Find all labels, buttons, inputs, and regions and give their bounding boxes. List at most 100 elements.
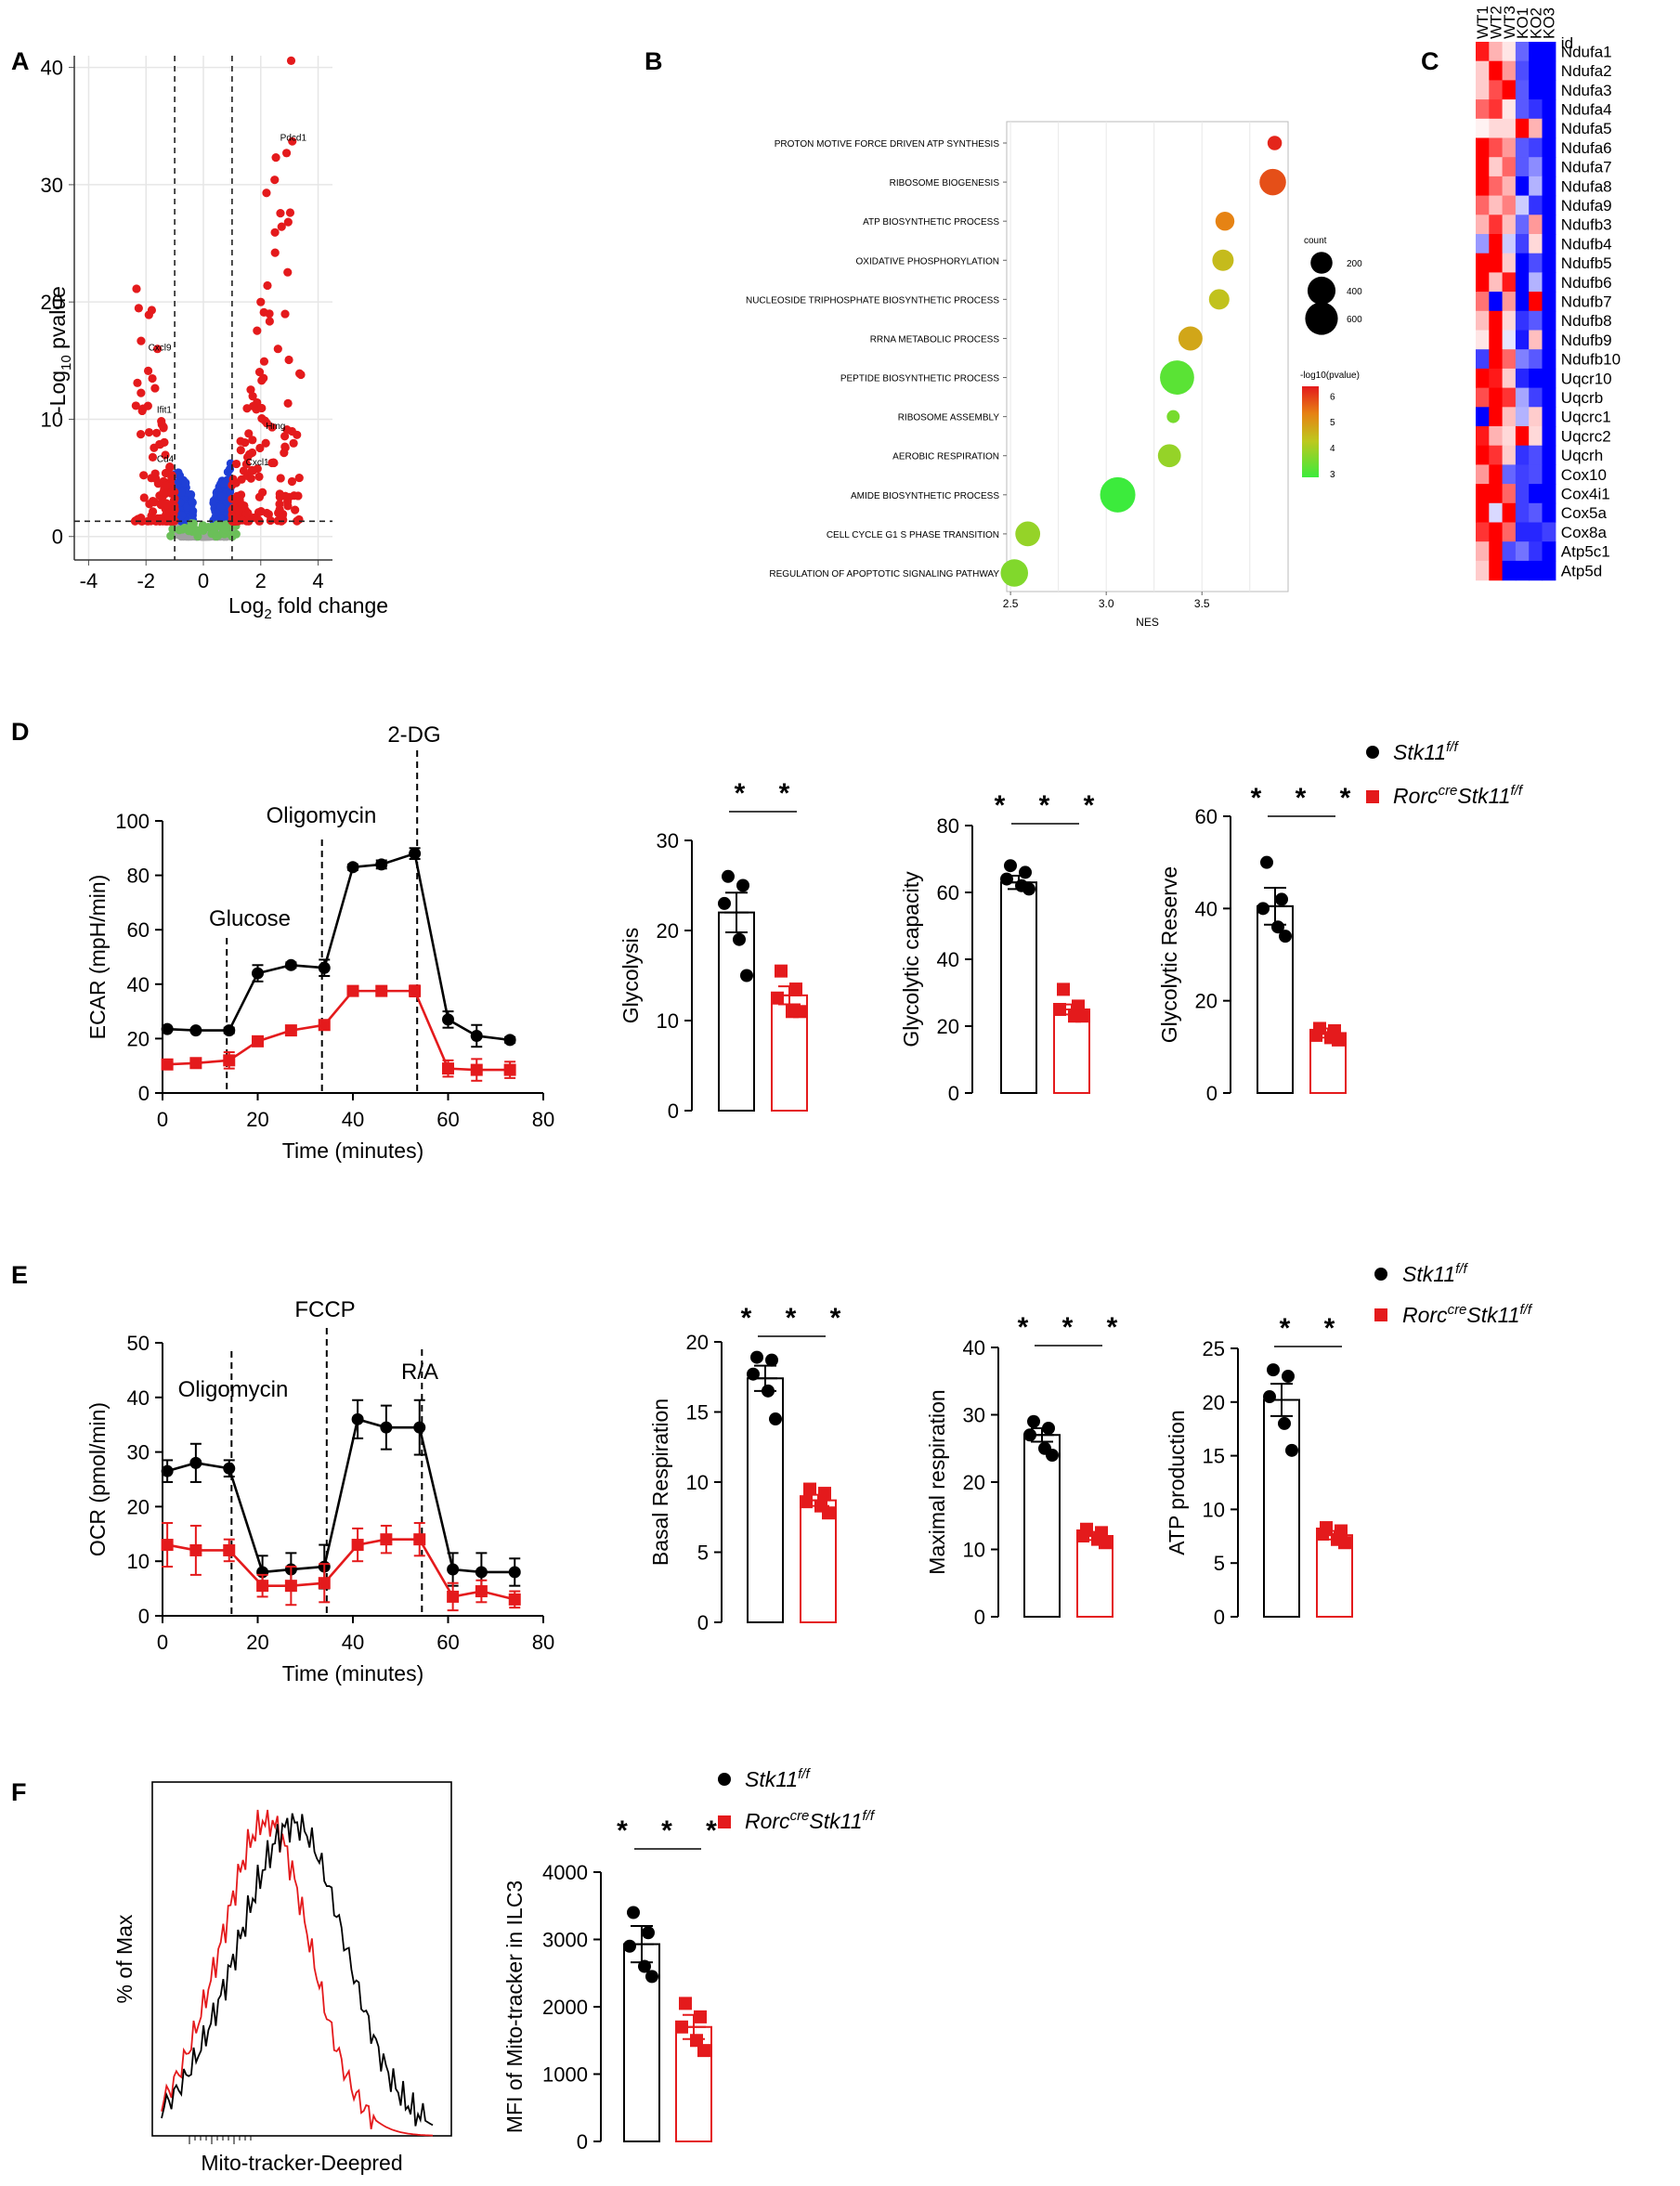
heatmap-cell (1529, 368, 1543, 389)
heatmap-cell (1476, 176, 1490, 197)
g-ecar-y-tick-label: 60 (127, 918, 150, 942)
heatmap-cell (1489, 522, 1504, 542)
gsea-dot (1100, 476, 1136, 513)
gsea-color-legend-label: 4 (1330, 444, 1335, 454)
heatmap-row-label: Ndufb8 (1561, 312, 1612, 330)
glyco_reserve-y-tick-label: 40 (1195, 897, 1218, 920)
histogram-xlabel: Mito-tracker-Deepred (201, 2151, 402, 2175)
heatmap-cell (1502, 407, 1517, 427)
heatmap-row-label: Ndufb5 (1561, 254, 1612, 272)
gsea-plot-area (1006, 121, 1289, 592)
heatmap-cell (1502, 234, 1517, 254)
heatmap-cell (1542, 522, 1556, 542)
volcano-point (155, 440, 165, 449)
volcano-point (247, 448, 257, 458)
volcano-point (132, 284, 141, 293)
heatmap-cell (1529, 484, 1543, 504)
mfi-ylabel: MFI of Mito-tracker in ILC3 (502, 1880, 527, 2133)
g-ocr-point-wt (508, 1566, 521, 1579)
volcano-x-tick-label: 0 (198, 569, 209, 592)
max_resp-point-wt (1046, 1449, 1059, 1462)
volcano-point (283, 501, 293, 511)
volcano-x-tick-label: 2 (255, 569, 267, 592)
volcano-x-tick-label: -2 (137, 569, 155, 592)
g-ecar-point-ko (284, 1024, 297, 1037)
volcano-point (284, 355, 293, 365)
volcano-point (131, 401, 140, 410)
gsea-color-legend-title: -log10(pvalue) (1300, 371, 1360, 381)
heatmap-cell (1502, 560, 1517, 581)
volcano-point (162, 481, 171, 490)
volcano-point (231, 459, 241, 469)
legend-e-ko-label: RorccreStk11f/f (1402, 1302, 1533, 1327)
glycolysis-point-wt (740, 969, 753, 982)
heatmap-row-label: Uqcrc2 (1561, 427, 1611, 445)
g-ecar-point-ko (442, 1062, 454, 1075)
heatmap-cell (1542, 407, 1556, 427)
heatmap-row-label: Ndufb4 (1561, 235, 1612, 253)
glyco_reserve-y-tick-label: 0 (1206, 1082, 1218, 1105)
volcano-point (230, 516, 240, 526)
volcano-point (212, 508, 221, 517)
g-ocr-y-tick-label: 20 (127, 1495, 150, 1518)
volcano-point (277, 222, 286, 231)
g-ecar-injection-label: Oligomycin (267, 803, 377, 828)
glyco_reserve-point-wt (1279, 930, 1292, 943)
glyco_capacity-y-tick-label: 60 (937, 881, 959, 904)
gsea-term-label: RIBOSOME ASSEMBLY (898, 413, 1000, 423)
heatmap-cell (1529, 99, 1543, 120)
heatmap-cell (1542, 541, 1556, 562)
volcano-point (159, 488, 168, 497)
heatmap-cell (1529, 253, 1543, 273)
volcano-point (257, 376, 267, 385)
atp_prod-y-tick-label: 20 (1203, 1391, 1225, 1414)
volcano-point (255, 443, 265, 453)
atp_prod-y-tick-label: 15 (1203, 1445, 1225, 1468)
heatmap-cell (1476, 80, 1490, 100)
gsea-term-label: CELL CYCLE G1 S PHASE TRANSITION (827, 530, 999, 540)
g-ecar-point-ko (470, 1063, 483, 1076)
g-ocr-point-wt (223, 1462, 236, 1475)
gsea-dot (1267, 136, 1283, 150)
bar-charts: 0 10 20 30 Glycolysis * * 0 20 40 60 80 Glycolytic … (502, 778, 1353, 2153)
heatmap-cell (1489, 234, 1504, 254)
heatmap-cell (1489, 292, 1504, 312)
heatmap-cell (1476, 137, 1490, 158)
volcano-point (289, 438, 298, 448)
heatmap-cell (1515, 195, 1530, 215)
volcano-point (275, 489, 284, 499)
heatmap-cell (1529, 137, 1543, 158)
gsea-size-legend-dot (1307, 276, 1336, 306)
heatmap-cell (1489, 215, 1504, 235)
heatmap-cell (1489, 407, 1504, 427)
g-ocr-point-ko (318, 1577, 331, 1590)
volcano-point (162, 499, 171, 508)
legend-f-ko-marker (718, 1815, 731, 1828)
g-ecar-point-ko (503, 1063, 516, 1076)
heatmap-row-label: Cox5a (1561, 504, 1608, 522)
glyco_reserve-ylabel: Glycolytic Reserve (1157, 866, 1181, 1043)
basal_resp-y-tick-label: 0 (697, 1611, 709, 1634)
heatmap-cell (1515, 464, 1530, 485)
max_resp-y-tick-label: 10 (963, 1539, 985, 1562)
g-ocr-point-ko (256, 1580, 269, 1593)
heatmap-row-label: Ndufa1 (1561, 43, 1612, 60)
heatmap-cell (1502, 464, 1517, 485)
atp_prod-y-tick-label: 5 (1214, 1552, 1225, 1575)
glycolysis-point-wt (736, 878, 749, 892)
heatmap-cell (1529, 234, 1543, 254)
g-ecar-point-wt (470, 1029, 483, 1042)
heatmap-cell (1515, 387, 1530, 408)
heatmap-cell (1529, 560, 1543, 581)
g-ecar-y-tick-label: 100 (115, 810, 150, 833)
volcano-point (166, 531, 176, 540)
heatmap-cell (1476, 387, 1490, 408)
volcano-point (254, 472, 264, 482)
volcano-point (228, 475, 238, 484)
volcano-point (170, 488, 179, 497)
heatmap-cell (1542, 42, 1556, 62)
volcano-point (181, 478, 190, 488)
heatmap-cell (1542, 253, 1556, 273)
heatmap-cell (1489, 484, 1504, 504)
heatmap-cell (1529, 541, 1543, 562)
